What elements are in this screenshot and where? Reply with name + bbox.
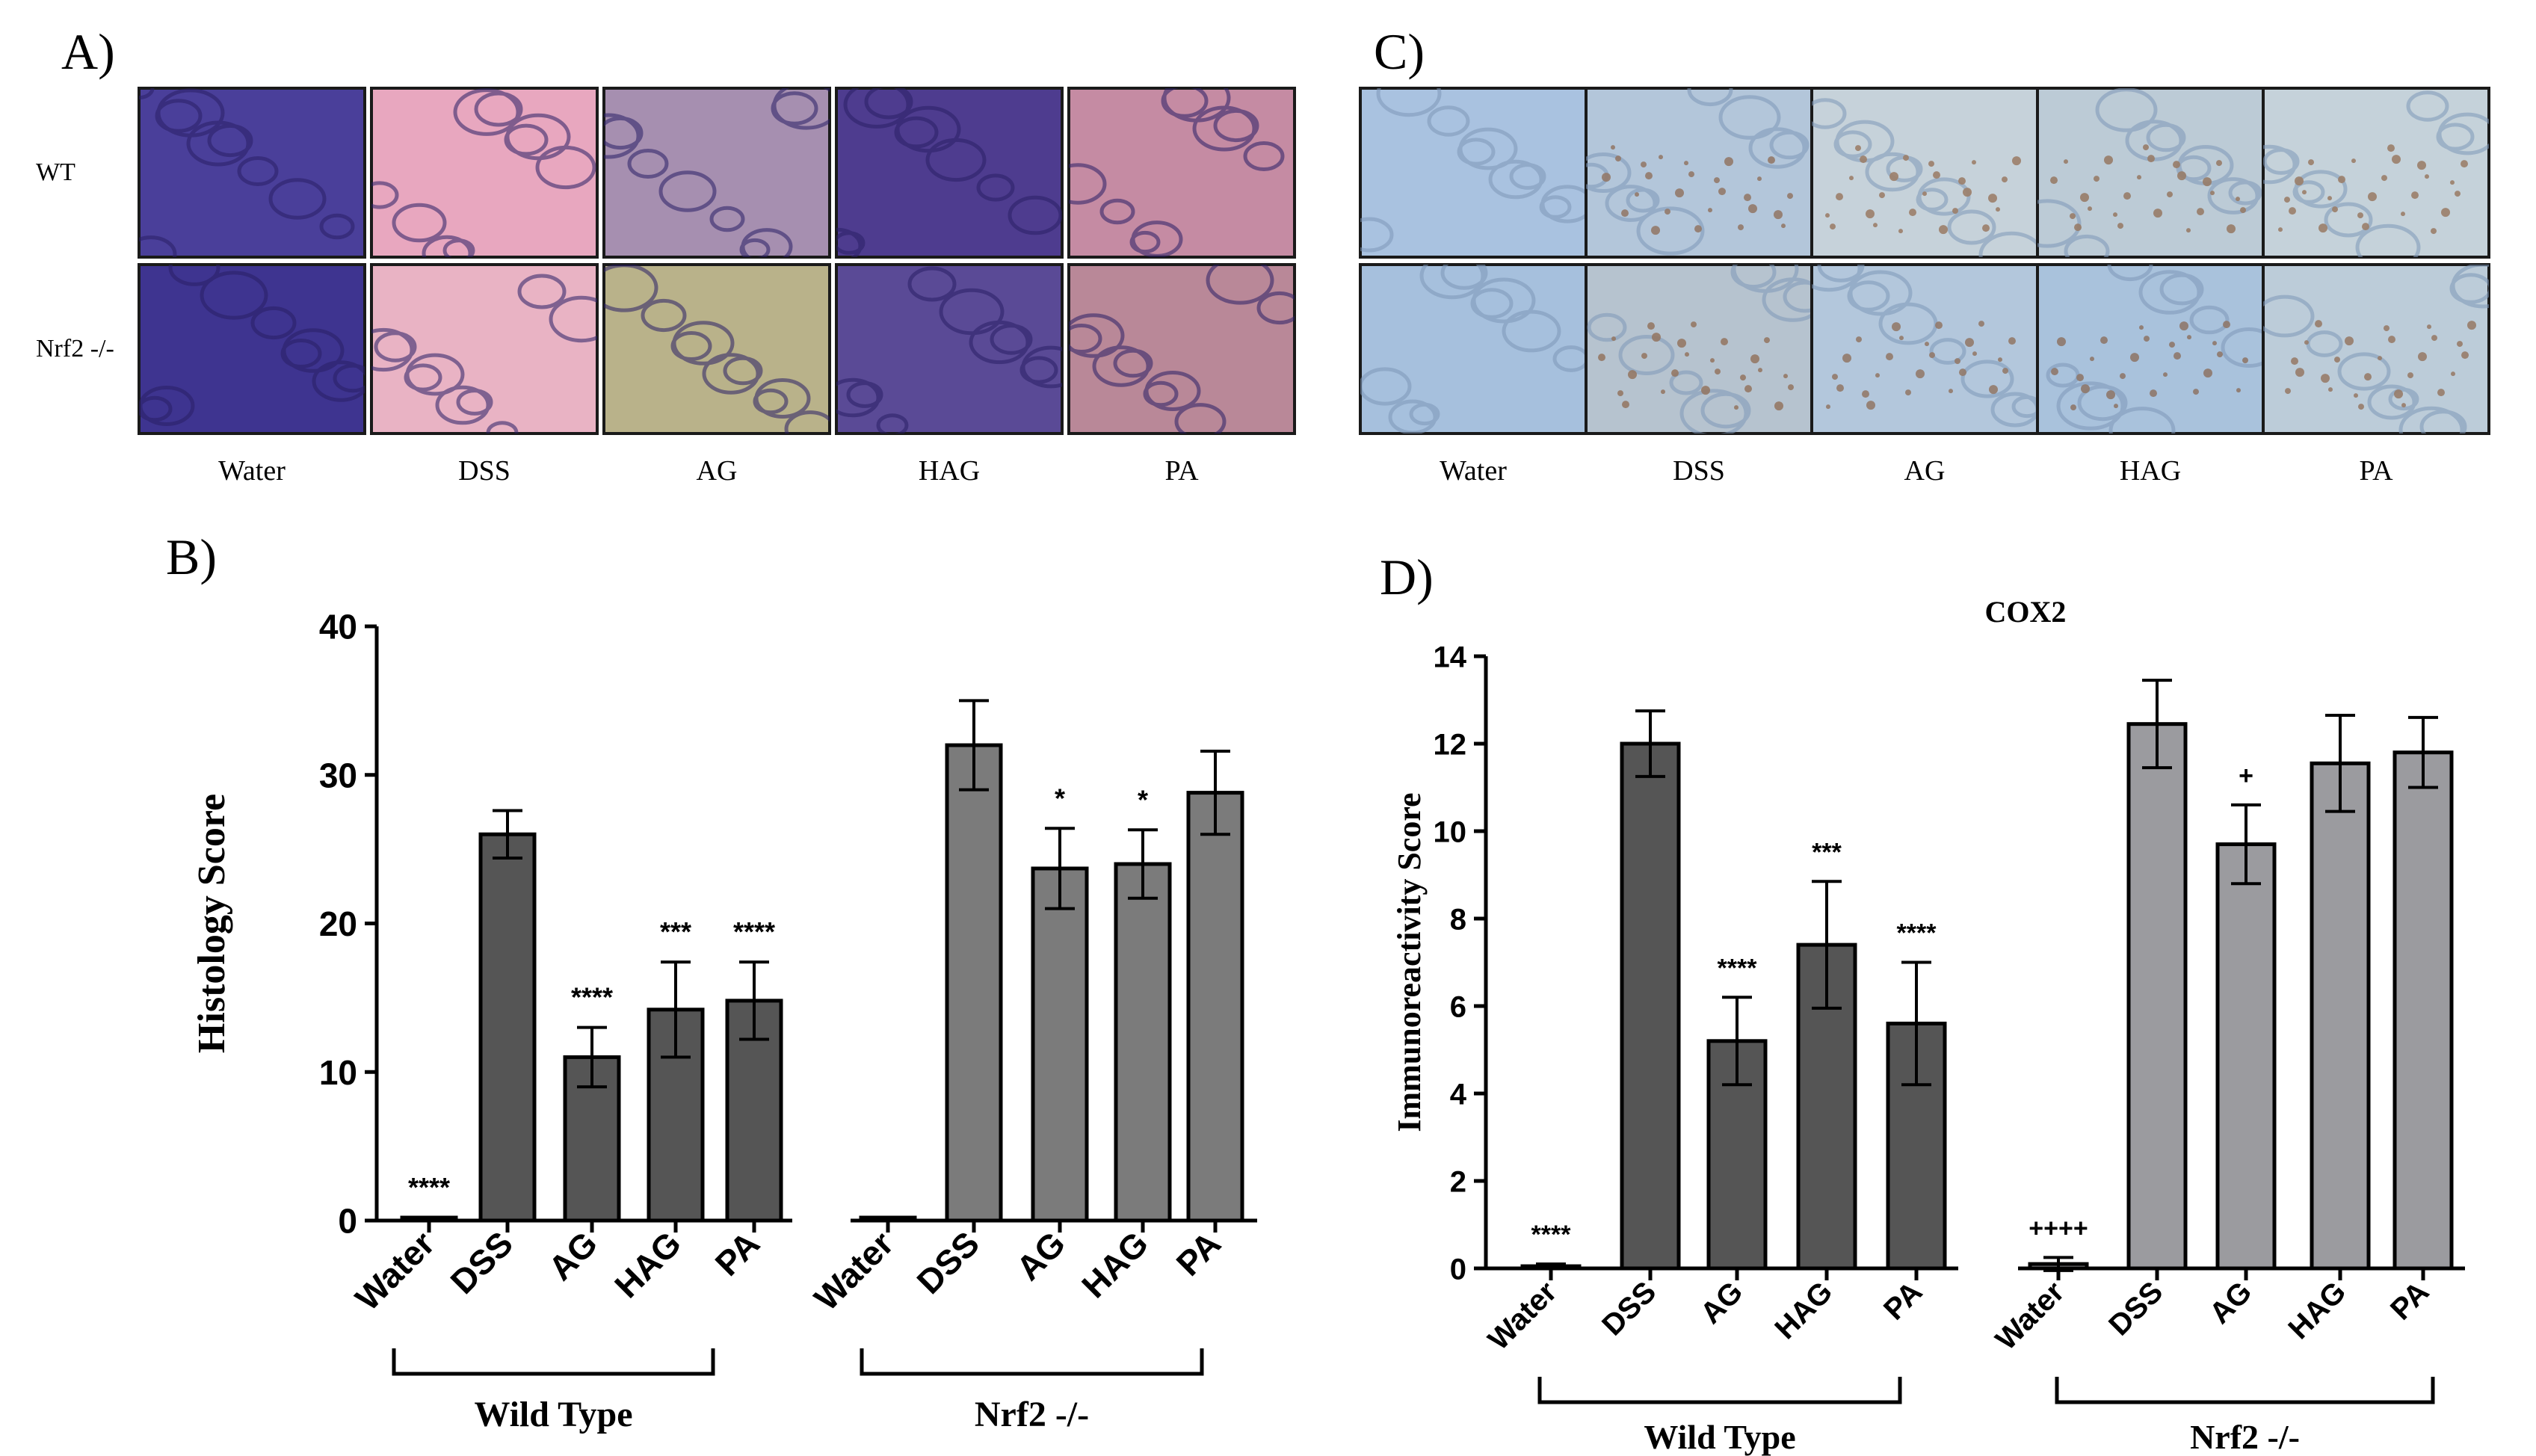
micrograph-wt-ag: [1810, 87, 2039, 259]
significance-marker: ++++: [2029, 1214, 2088, 1242]
micrograph-ko-hag: [2036, 263, 2265, 435]
micrograph-ko-ag: [1810, 263, 2039, 435]
column-label-ag: AG: [1904, 455, 1946, 487]
micrograph-ko-dss: [370, 263, 599, 435]
y-tick-label: 14: [1434, 641, 1467, 673]
panel-label: A): [61, 23, 115, 80]
micrograph-wt-water: [138, 87, 366, 259]
bar-nrf2-dss: [2126, 722, 2188, 1271]
panel-a: A) WT Nrf2 -/- Water DSS AG HAG PA: [36, 23, 1296, 487]
y-tick-label: 10: [1434, 815, 1467, 848]
micrograph-wt-dss: [1585, 87, 1813, 259]
y-tick-label: 2: [1450, 1165, 1466, 1198]
column-label-pa: PA: [2359, 455, 2393, 487]
micrograph-ko-pa: [1067, 263, 1296, 435]
column-label-hag: HAG: [2120, 455, 2181, 487]
bar-nrf2-water: [859, 1215, 917, 1223]
y-tick-label: 10: [319, 1053, 357, 1092]
bar-nrf2-pa: [1186, 791, 1244, 1223]
bar-wild-type-dss: [1620, 741, 1681, 1271]
group-bracket-wild-type: [392, 1348, 715, 1376]
micrograph-wt-ag: [602, 87, 831, 259]
column-label-water: Water: [1440, 455, 1507, 487]
group-bracket-wild-type: [1537, 1377, 1902, 1404]
column-label-pa: PA: [1164, 455, 1199, 487]
column-label-water: Water: [218, 455, 286, 487]
bar-nrf2-dss: [945, 743, 1003, 1223]
panel-label: D): [1380, 549, 1434, 605]
micrograph-wt-water: [1359, 87, 1588, 259]
group-label-nrf2: Nrf2 -/-: [2190, 1418, 2300, 1456]
group-bracket-nrf2: [2055, 1377, 2435, 1404]
panel-c: C) Water DSS AG HAG PA: [1359, 23, 2490, 487]
bar-nrf2-hag: [1114, 862, 1172, 1223]
micrograph-wt-dss: [370, 87, 599, 259]
micrograph-wt-pa: [2262, 87, 2490, 259]
significance-marker: ****: [1897, 919, 1937, 948]
significance-marker: ****: [1531, 1221, 1572, 1249]
panel-label: B): [166, 528, 217, 585]
micrograph-ko-pa: [2262, 263, 2490, 435]
panel-label: C): [1374, 23, 1425, 80]
y-axis-label: Histology Score: [191, 794, 233, 1053]
group-label-wild-type: Wild Type: [1644, 1418, 1795, 1456]
y-tick-label: 12: [1434, 728, 1467, 761]
bar-nrf2-pa: [2392, 750, 2454, 1271]
micrograph-wt-pa: [1067, 87, 1296, 259]
row-label-nrf2: Nrf2 -/-: [36, 335, 114, 363]
significance-marker: ***: [660, 916, 691, 947]
y-tick-label: 0: [338, 1202, 357, 1241]
y-tick-label: 6: [1450, 990, 1466, 1023]
group-label-nrf2: Nrf2 -/-: [975, 1395, 1089, 1434]
group-label-wild-type: Wild Type: [474, 1395, 632, 1434]
micrograph-ko-dss: [1585, 263, 1813, 435]
y-tick-label: 4: [1450, 1078, 1467, 1111]
chart-title: COX2: [1985, 595, 2067, 629]
bar-wild-type-water: [400, 1215, 458, 1223]
y-tick-label: 8: [1450, 903, 1466, 936]
y-tick-label: 40: [319, 608, 357, 647]
significance-marker: *: [1138, 784, 1148, 815]
bar-nrf2-ag: [1031, 866, 1089, 1223]
y-tick-label: 0: [1450, 1253, 1466, 1286]
column-label-dss: DSS: [1673, 455, 1725, 487]
significance-marker: ****: [1718, 954, 1758, 982]
significance-marker: ****: [571, 982, 613, 1013]
column-label-ag: AG: [697, 455, 738, 487]
y-tick-label: 30: [319, 756, 357, 795]
row-label-wt: WT: [36, 158, 75, 186]
micrograph-ko-ag: [602, 263, 831, 435]
micrograph-ko-water: [1359, 263, 1588, 435]
significance-marker: ****: [408, 1172, 450, 1203]
y-axis-label: Immunoreactivity Score: [1391, 792, 1428, 1132]
column-label-hag: HAG: [919, 455, 980, 487]
y-tick-label: 20: [319, 904, 357, 943]
bar-wild-type-dss: [478, 832, 537, 1223]
micrograph-wt-hag: [2036, 87, 2265, 259]
significance-marker: ****: [733, 916, 775, 947]
significance-marker: ***: [1812, 838, 1842, 866]
group-bracket-nrf2: [860, 1348, 1204, 1376]
micrograph-ko-water: [138, 263, 366, 435]
significance-marker: *: [1055, 783, 1065, 813]
micrograph-wt-hag: [835, 87, 1064, 259]
significance-marker: +: [2239, 762, 2253, 790]
column-label-dss: DSS: [458, 455, 510, 487]
micrograph-ko-hag: [835, 263, 1064, 435]
bar-nrf2-hag: [2310, 761, 2371, 1271]
bar-nrf2-ag: [2215, 842, 2277, 1271]
